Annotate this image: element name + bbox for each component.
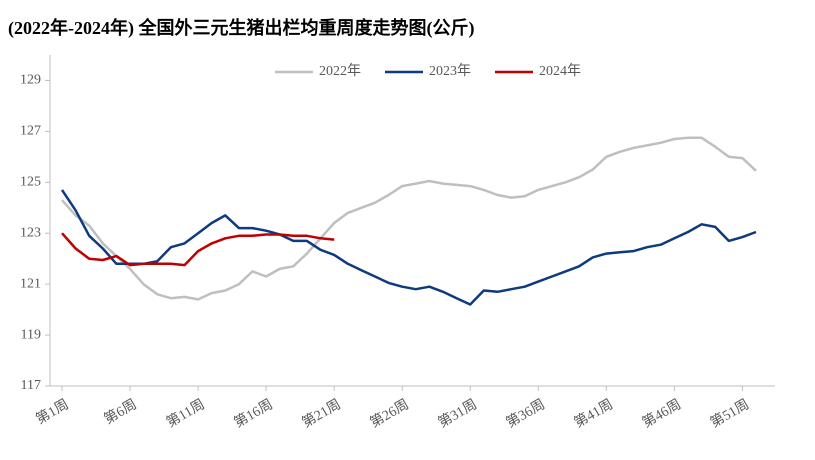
y-tick-label: 127 [20,124,41,139]
y-tick-label: 125 [20,175,41,190]
y-tick-label: 121 [20,276,41,291]
x-tick-label: 第1周 [33,396,72,428]
legend-label: 2024年 [539,63,581,79]
legend-label: 2022年 [319,63,361,79]
series-line [61,232,335,267]
y-tick-label: 129 [20,73,41,88]
x-tick-label: 第41周 [571,396,616,432]
series-line [61,136,757,301]
y-tick-label: 117 [21,378,41,393]
x-tick-label: 第26周 [367,396,412,432]
y-tick-label: 119 [21,327,41,342]
series-line [60,189,757,306]
x-tick-label: 第11周 [163,396,207,431]
x-tick-label: 第46周 [639,396,684,432]
chart-title: (2022年-2024年) 全国外三元生猪出栏均重周度走势图(公斤) [8,17,474,39]
x-tick-label: 第36周 [503,396,548,432]
x-tick-label: 第6周 [101,396,140,428]
x-tick-label: 第51周 [707,396,752,432]
legend-label: 2023年 [429,63,471,79]
x-tick-label: 第21周 [299,396,344,432]
x-tick-label: 第31周 [435,396,480,432]
y-tick-label: 123 [20,225,41,240]
x-tick-label: 第16周 [231,396,276,432]
